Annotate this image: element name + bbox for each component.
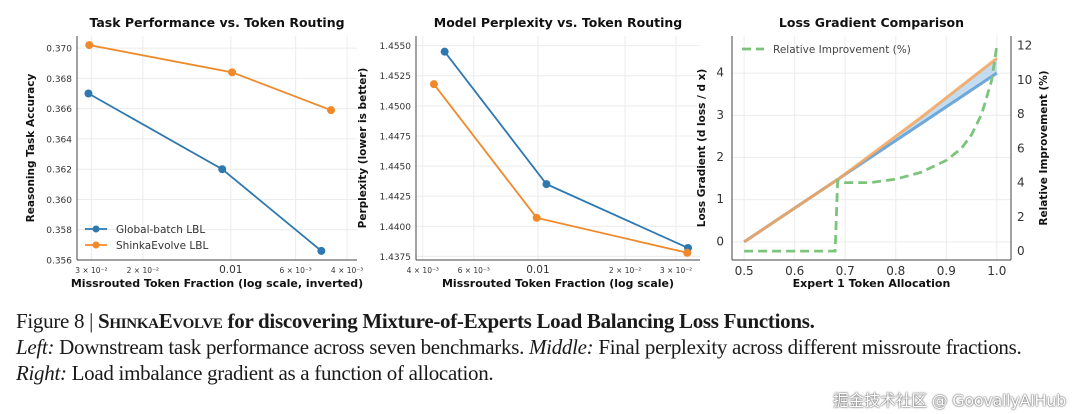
y-tick-label: 0.370 — [46, 45, 72, 55]
y-tick-label: 3 — [716, 108, 724, 122]
caption-title: for discovering Mixture-of-Experts Load … — [227, 309, 815, 333]
y2-tick-label: 4 — [1017, 176, 1025, 190]
y-axis-label: Loss Gradient (d loss / d x) — [696, 69, 708, 228]
y2-tick-label: 0 — [1017, 244, 1025, 258]
series-line-1 — [89, 44, 332, 112]
fill-between-area — [744, 58, 997, 242]
figure-caption: Figure 8 | ShinkaEvolve for discovering … — [16, 308, 1076, 386]
chart-title: Loss Gradient Comparison — [779, 15, 964, 30]
chart-title: Task Performance vs. Token Routing — [89, 15, 344, 30]
system-name: ShinkaEvolve — [98, 309, 223, 333]
data-point — [532, 213, 541, 222]
legend-marker — [92, 225, 100, 233]
x-tick-label: 1.0 — [987, 264, 1006, 278]
x-tick-label: 0.9 — [937, 264, 956, 278]
y-tick-label: 1.4525 — [380, 72, 412, 82]
y2-axis-label: Relative Improvement (%) — [1038, 70, 1050, 225]
data-point — [85, 41, 94, 50]
y-tick-label: 0 — [716, 234, 724, 248]
x-axis-label: Expert 1 Token Allocation — [793, 277, 951, 290]
y2-tick-label: 10 — [1017, 73, 1032, 87]
y-tick-label: 1.4500 — [380, 102, 412, 112]
right-label: Right: — [16, 361, 67, 385]
left-label: Left: — [16, 335, 55, 359]
series-line-1 — [433, 83, 688, 254]
chart-1: 4 × 10⁻³ 6 × 10⁻³ 0.01 2 × 10⁻² 3 × 10⁻² 1.43… — [357, 15, 700, 290]
legend-marker — [92, 241, 100, 249]
y-tick-label: 0.360 — [46, 196, 72, 206]
y-axis-label: Reasoning Task Accuracy — [25, 74, 37, 223]
figure-label: Figure 8 | — [16, 309, 94, 333]
middle-text: Final perplexity across different missro… — [598, 335, 1022, 359]
legend-label: Global-batch LBL — [116, 224, 205, 236]
x-tick-label: 0.5 — [735, 264, 754, 278]
y-tick-label: 1.4475 — [380, 132, 412, 142]
legend-label: Relative Improvement (%) — [773, 44, 911, 56]
y-tick-label: 0.358 — [46, 226, 72, 236]
series-line-0 — [443, 51, 689, 249]
data-point — [218, 165, 227, 174]
y-tick-label: 1 — [716, 192, 724, 206]
y-tick-label: 4 — [716, 66, 724, 80]
x-tick-label: 3 × 10⁻² — [660, 266, 692, 275]
chart-0: 3 × 10⁻² 2 × 10⁻² 0.01 6 × 10⁻³ 4 × 10⁻³ 0.35… — [25, 15, 363, 290]
data-point — [327, 106, 336, 115]
y-axis-label: Perplexity (lower is better) — [357, 68, 369, 229]
y-tick-label: 1.4375 — [380, 253, 412, 263]
x-tick-label: 0.6 — [785, 264, 804, 278]
data-point — [429, 80, 438, 89]
x-tick-label: 4 × 10⁻³ — [331, 266, 363, 275]
x-axis-label: Missrouted Token Fraction (log scale, in… — [71, 277, 363, 290]
y-tick-label: 0.366 — [46, 105, 72, 115]
x-tick-label: 3 × 10⁻² — [75, 266, 107, 275]
y-tick-label: 0.364 — [46, 135, 72, 145]
y2-tick-label: 2 — [1017, 210, 1025, 224]
data-point — [542, 180, 551, 189]
x-tick-label: 2 × 10⁻² — [609, 266, 641, 275]
data-point — [683, 248, 692, 257]
y-tick-label: 1.4450 — [380, 163, 412, 173]
x-tick-label: 0.01 — [219, 264, 242, 276]
y2-tick-label: 6 — [1017, 141, 1025, 155]
relative-improvement-line — [744, 45, 999, 253]
watermark: 掘金技术社区 @ GoovallyAIHub — [832, 391, 1066, 410]
y-tick-label: 0.368 — [46, 75, 72, 85]
y-tick-label: 0.356 — [46, 257, 72, 267]
legend-label: ShinkaEvolve LBL — [116, 240, 208, 252]
y2-tick-label: 12 — [1017, 39, 1032, 53]
y2-tick-label: 8 — [1017, 107, 1025, 121]
data-point — [84, 89, 93, 98]
data-point — [440, 47, 449, 56]
figure-charts: 3 × 10⁻² 2 × 10⁻² 0.01 6 × 10⁻³ 4 × 10⁻³ 0.35… — [25, 15, 1050, 290]
x-tick-label: 0.8 — [886, 264, 905, 278]
x-axis-label: Missrouted Token Fraction (log scale) — [442, 277, 674, 290]
x-tick-label: 2 × 10⁻² — [127, 266, 159, 275]
chart-title: Model Perplexity vs. Token Routing — [434, 15, 683, 30]
y-tick-label: 1.4400 — [380, 223, 412, 233]
x-tick-label: 6 × 10⁻³ — [458, 266, 490, 275]
x-tick-label: 6 × 10⁻³ — [279, 266, 311, 275]
data-point — [317, 246, 326, 255]
y-tick-label: 0.362 — [46, 166, 72, 176]
x-tick-label: 0.7 — [836, 264, 855, 278]
x-tick-label: 4 × 10⁻³ — [407, 266, 439, 275]
middle-label: Middle: — [528, 335, 594, 359]
y-tick-label: 1.4425 — [380, 193, 412, 203]
left-text: Downstream task performance across seven… — [59, 335, 525, 359]
y-tick-label: 1.4550 — [380, 42, 412, 52]
data-point — [228, 68, 237, 77]
right-text: Load imbalance gradient as a function of… — [71, 361, 494, 385]
series-line-1 — [743, 57, 998, 244]
y-tick-label: 2 — [716, 150, 724, 164]
x-tick-label: 0.01 — [526, 264, 549, 276]
